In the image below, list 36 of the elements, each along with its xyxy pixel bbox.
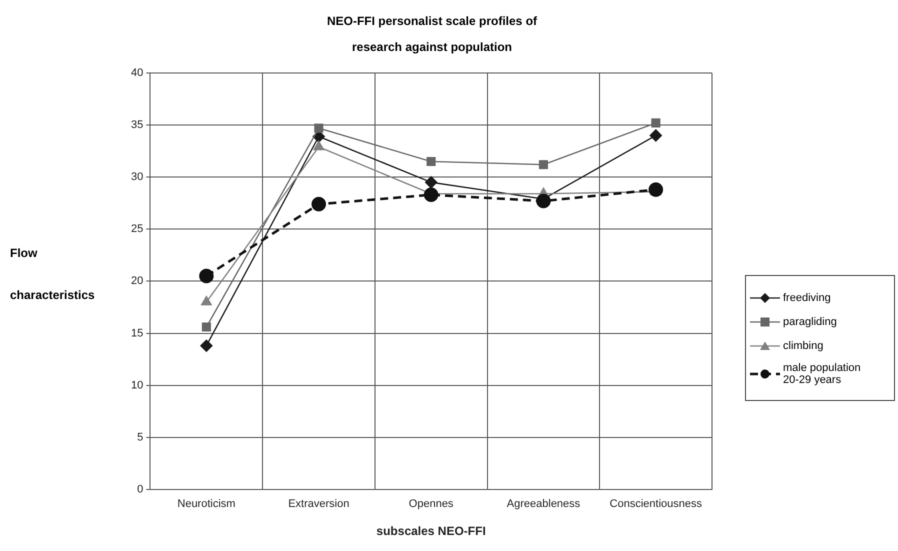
legend-label: climbing bbox=[783, 340, 824, 352]
legend-label: freediving bbox=[783, 292, 831, 304]
x-tick-label: Opennes bbox=[408, 498, 454, 510]
point bbox=[199, 268, 214, 284]
legend-label: male population 20-29 years bbox=[783, 362, 862, 386]
y-tick-label: 40 bbox=[130, 67, 144, 80]
x-tick-label: Agreeableness bbox=[506, 498, 581, 510]
y-tick-label: 15 bbox=[130, 327, 144, 340]
x-tick-label: Conscientiousness bbox=[610, 498, 702, 510]
legend-label: paragliding bbox=[783, 316, 837, 328]
chart-title: NEO-FFI personalist scale profiles of research against population bbox=[326, 13, 538, 56]
point bbox=[201, 296, 212, 306]
x-tick-label: Extraversion bbox=[288, 498, 350, 510]
y-tick-label: 35 bbox=[130, 119, 144, 132]
y-tick-label: 25 bbox=[130, 223, 144, 236]
point bbox=[650, 129, 662, 142]
text: Flow characteristics bbox=[10, 246, 95, 302]
point bbox=[202, 322, 211, 332]
point bbox=[424, 188, 438, 202]
point bbox=[313, 140, 324, 150]
point bbox=[536, 194, 551, 208]
y-tick-label: 20 bbox=[130, 275, 144, 288]
point bbox=[426, 156, 436, 166]
y-tick-label: 0 bbox=[137, 483, 144, 496]
x-tick-label: Neuroticism bbox=[177, 498, 236, 510]
point bbox=[312, 196, 326, 212]
point bbox=[648, 182, 664, 197]
point bbox=[200, 340, 213, 352]
y-tick-label: 30 bbox=[130, 171, 144, 184]
x-axis-title: subscales NEO-FFI bbox=[376, 524, 486, 538]
point bbox=[538, 160, 548, 170]
point bbox=[651, 118, 660, 128]
point bbox=[314, 124, 324, 133]
y-tick-label: 5 bbox=[137, 431, 144, 444]
y-tick-label: 10 bbox=[130, 379, 144, 392]
point bbox=[424, 176, 438, 188]
